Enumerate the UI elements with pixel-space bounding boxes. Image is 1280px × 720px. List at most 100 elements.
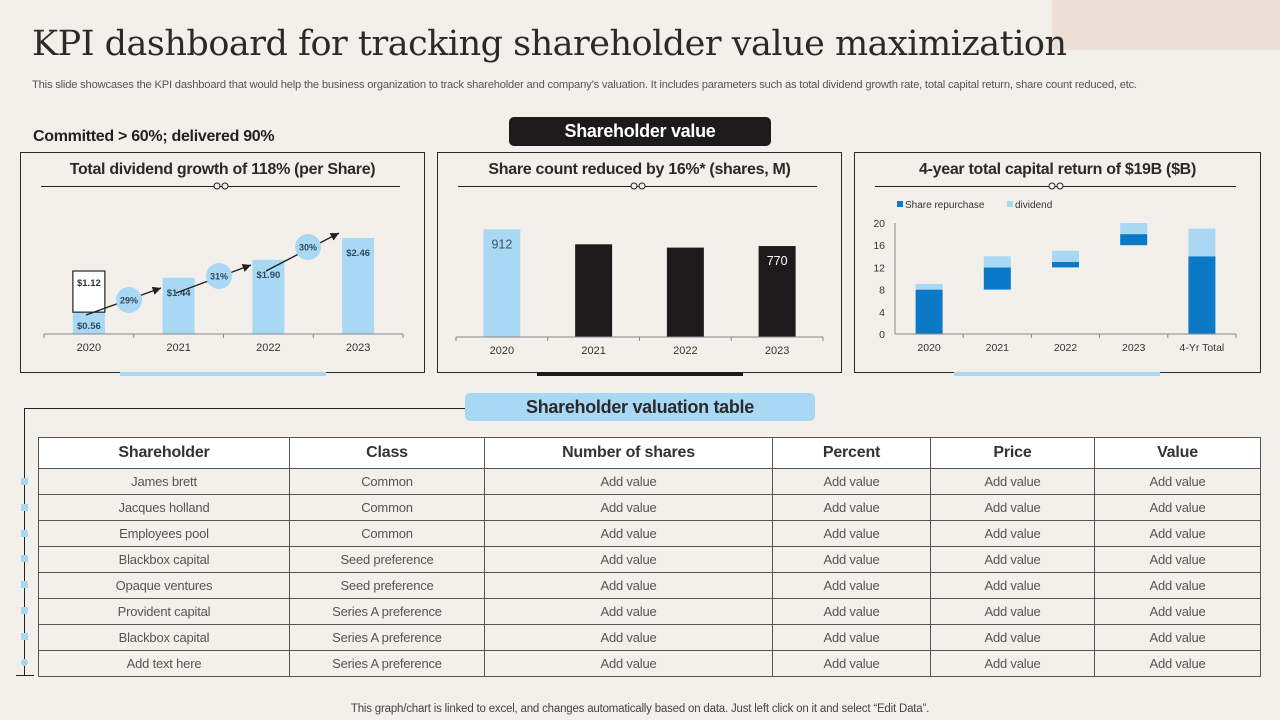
table-cell[interactable]: Add value <box>1094 468 1261 495</box>
column-header: Class <box>289 437 485 469</box>
x-tick-label: 2021 <box>986 342 1010 354</box>
committed-label: Committed > 60%; delivered 90% <box>33 128 275 145</box>
table-cell[interactable]: Add value <box>930 520 1095 547</box>
dividend-bar <box>983 256 1011 268</box>
table-cell[interactable]: Add value <box>772 650 931 677</box>
table-cell[interactable]: Add value <box>484 546 773 573</box>
share-count-bar <box>575 244 613 337</box>
table-cell[interactable]: Add value <box>930 624 1095 651</box>
page-title: KPI dashboard for tracking shareholder v… <box>32 24 1067 64</box>
share-repurchase-bar <box>1188 256 1216 334</box>
table-cell: Provident capital <box>38 598 290 625</box>
y-tick-label: 0 <box>879 329 885 341</box>
table-cell[interactable]: Add value <box>772 572 931 599</box>
table-cell[interactable]: Add value <box>930 650 1095 677</box>
row-bullet-icon <box>21 632 28 640</box>
table-cell: Seed preference <box>289 572 485 599</box>
table-row: Add text here Series A preference Add valu… <box>38 650 1261 677</box>
table-row: Blackbox capital Seed preference Add value… <box>38 546 1261 573</box>
table-cell[interactable]: Add value <box>772 624 931 651</box>
dividend-comparison-box <box>72 270 106 313</box>
table-cell: Blackbox capital <box>38 624 290 651</box>
table-row: Provident capital Series A preference Add … <box>38 598 1261 625</box>
x-tick-label: 4-Yr Total <box>1180 342 1225 354</box>
table-cell[interactable]: Add value <box>930 546 1095 573</box>
legend-label: dividend <box>1015 200 1052 211</box>
table-cell[interactable]: Add value <box>1094 624 1261 651</box>
bar-value-label: $0.56 <box>77 321 101 332</box>
dividend-growth-chart: $0.56 2020 $1.44 2021 $1.90 2022 $2.46 2023 $1.1… <box>43 232 404 354</box>
table-cell: Series A preference <box>289 624 485 651</box>
share-repurchase-bar <box>915 289 943 334</box>
table-cell: James brett <box>38 468 290 495</box>
table-cell[interactable]: Add value <box>484 624 773 651</box>
table-cell[interactable]: Add value <box>484 572 773 599</box>
bracket-line <box>16 675 34 676</box>
x-tick-label: 2022 <box>1054 342 1078 354</box>
capital-return-panel: 4-year total capital return of $19B ($B)… <box>854 152 1261 376</box>
table-cell: Employees pool <box>38 520 290 547</box>
x-tick-label: 2022 <box>256 342 280 354</box>
dividend-bar <box>72 312 105 334</box>
y-tick-label: 8 <box>879 285 885 297</box>
share-count-panel: Share count reduced by 16%* (shares, M) … <box>437 152 842 376</box>
table-cell[interactable]: Add value <box>772 520 931 547</box>
table-cell[interactable]: Add value <box>930 598 1095 625</box>
table-cell[interactable]: Add value <box>1094 520 1261 547</box>
growth-badge <box>206 263 232 289</box>
table-cell[interactable]: Add value <box>484 520 773 547</box>
table-cell[interactable]: Add value <box>1094 546 1261 573</box>
table-cell[interactable]: Add value <box>484 468 773 495</box>
dividend-bar <box>342 237 375 334</box>
growth-badge <box>295 234 321 260</box>
x-tick-label: 2021 <box>166 342 190 354</box>
row-bullet-icon <box>21 658 28 666</box>
table-cell: Common <box>289 520 485 547</box>
table-cell[interactable]: Add value <box>772 546 931 573</box>
page-description: This slide showcases the KPI dashboard t… <box>32 79 1137 91</box>
panel-accent-bar <box>120 372 326 376</box>
table-cell[interactable]: Add value <box>930 468 1095 495</box>
table-cell[interactable]: Add value <box>930 572 1095 599</box>
table-cell: Common <box>289 468 485 495</box>
table-cell[interactable]: Add value <box>930 494 1095 521</box>
table-cell[interactable]: Add value <box>484 650 773 677</box>
table-row: Blackbox capital Series A preference Add v… <box>38 624 1261 651</box>
dividend-bar <box>1052 250 1079 262</box>
panel-accent-bar <box>537 372 743 376</box>
row-bullet-icon <box>21 529 28 537</box>
share-repurchase-bar <box>983 267 1011 290</box>
shareholder-value-heading: Shareholder value <box>509 117 771 146</box>
bar-value-label: $1.90 <box>256 270 280 281</box>
table-cell[interactable]: Add value <box>1094 598 1261 625</box>
legend-label: Share repurchase <box>905 200 985 211</box>
row-bullet-icon <box>21 555 28 563</box>
table-cell[interactable]: Add value <box>1094 650 1261 677</box>
table-cell[interactable]: Add value <box>484 494 773 521</box>
table-cell[interactable]: Add value <box>1094 494 1261 521</box>
chart-title: 4-year total capital return of $19B ($B) <box>919 161 1196 178</box>
table-cell[interactable]: Add value <box>484 598 773 625</box>
growth-label: 31% <box>210 272 228 282</box>
y-tick-label: 4 <box>879 307 885 319</box>
share-repurchase-bar <box>1120 234 1148 246</box>
column-header: Value <box>1094 437 1261 469</box>
table-cell[interactable]: Add value <box>1094 572 1261 599</box>
growth-label: 30% <box>299 243 317 253</box>
shareholder-valuation-table: Shareholder Class Number of shares Percent P… <box>38 437 1261 677</box>
row-bullet-icon <box>21 607 28 614</box>
table-cell: Seed preference <box>289 546 485 573</box>
row-bullet-icon <box>21 581 28 589</box>
table-cell[interactable]: Add value <box>772 598 931 625</box>
table-cell[interactable]: Add value <box>772 494 931 521</box>
bracket-line <box>24 408 25 675</box>
table-cell: Opaque ventures <box>38 572 290 599</box>
table-cell: Jacques holland <box>38 494 290 521</box>
share-count-chart: 912 2020 2021 2022 770 2023 <box>455 229 824 357</box>
x-tick-label: 2020 <box>490 345 514 357</box>
x-tick-label: 2022 <box>673 345 697 357</box>
bracket-line <box>24 408 465 409</box>
rings-icon <box>213 182 228 190</box>
column-header: Number of shares <box>484 437 773 469</box>
table-cell[interactable]: Add value <box>772 468 931 495</box>
